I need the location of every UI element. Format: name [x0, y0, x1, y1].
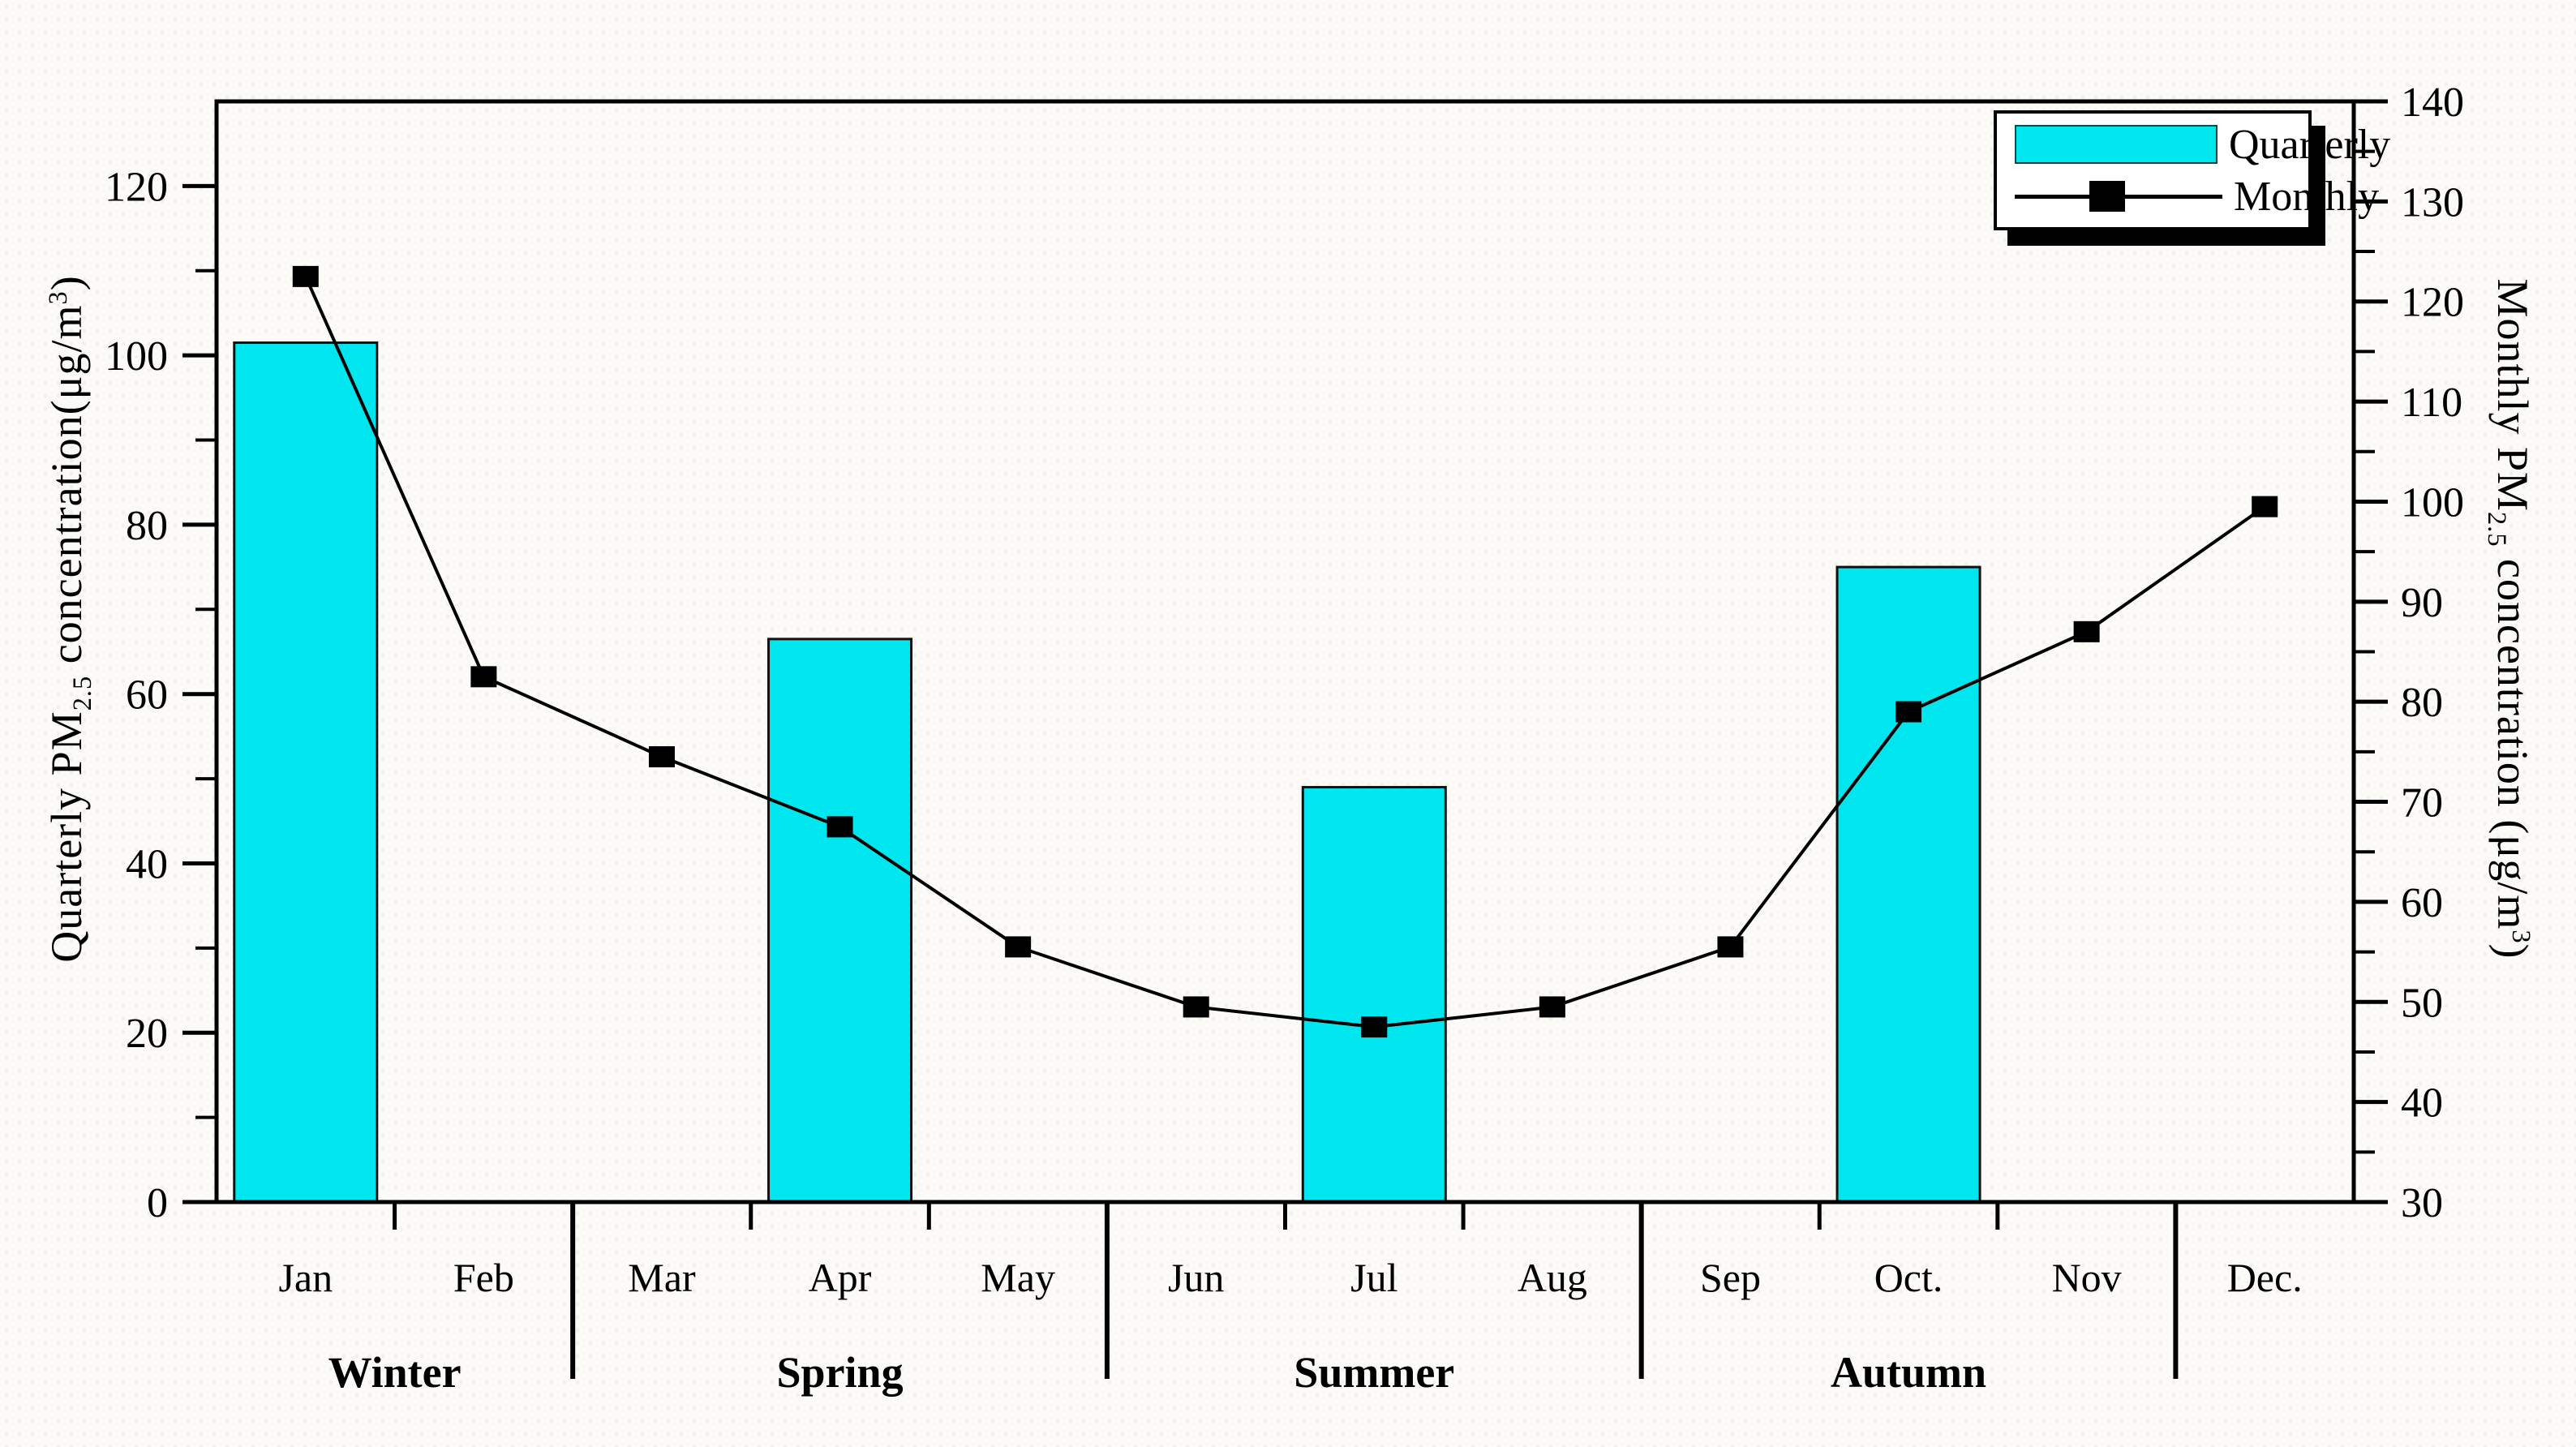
season-labels: Winter Spring Summer Autumn: [328, 1348, 1986, 1397]
left-axis-title-text2: concentration(μg/m: [41, 304, 91, 676]
right-tick-label-60: 60: [2401, 880, 2443, 926]
season-label-spring: Spring: [777, 1348, 904, 1397]
left-tick-label-0: 0: [147, 1180, 168, 1226]
monthly-marker-Jun: [1183, 996, 1209, 1018]
season-label-autumn: Autumn: [1831, 1348, 1986, 1397]
monthly-marker-Jul: [1361, 1016, 1388, 1038]
right-axis-ticks: 30 40 50 60 70 80 90 100 110 120 130 140: [2354, 79, 2464, 1226]
right-tick-label-120: 120: [2401, 280, 2464, 326]
legend-monthly-key: [2015, 181, 2222, 212]
month-labels: Jan Feb Mar Apr May Jun Jul Aug Sep Oct. Nov Dec.: [278, 1255, 2302, 1300]
month-label-Sep: Sep: [1700, 1255, 1761, 1300]
right-tick-label-40: 40: [2401, 1080, 2443, 1127]
right-tick-label-80: 80: [2401, 680, 2443, 726]
x-axis-dividers: [393, 1202, 2179, 1379]
month-label-Jul: Jul: [1350, 1255, 1397, 1300]
season-label-summer: Summer: [1294, 1348, 1454, 1397]
right-axis-title-text: Monthly PM: [2488, 278, 2538, 513]
quarterly-bar-summer: [1301, 786, 1447, 1204]
quarterly-bars: [233, 341, 1981, 1204]
right-tick-label-100: 100: [2401, 479, 2464, 526]
right-axis-title-subscript: 2.5: [2481, 512, 2511, 547]
right-axis-title: Monthly PM2.5 concentration (μg/m3): [2482, 67, 2553, 1170]
quarterly-bar-autumn: [1835, 565, 1981, 1204]
right-tick-label-70: 70: [2401, 780, 2443, 827]
left-axis-title-superscript: 3: [44, 290, 73, 305]
plot-frame: [214, 99, 2356, 1204]
month-label-Jun: Jun: [1168, 1255, 1224, 1300]
right-tick-label-130: 130: [2401, 179, 2464, 225]
legend-quarterly-key: [2015, 125, 2218, 164]
monthly-line: [303, 276, 2266, 1029]
month-label-Feb: Feb: [453, 1255, 514, 1300]
monthly-marker-Dec: [2252, 496, 2278, 517]
right-tick-label-110: 110: [2401, 380, 2462, 426]
left-tick-label-60: 60: [126, 672, 168, 719]
monthly-marker-Oct: [1896, 701, 1922, 723]
left-axis-title: Quarterly PM2.5 concentration(μg/m3): [26, 67, 97, 1170]
left-tick-label-80: 80: [126, 503, 168, 549]
month-label-May: May: [981, 1255, 1055, 1300]
line-marker-icon: [2015, 181, 2222, 212]
left-axis-title-subscript: 2.5: [68, 675, 98, 711]
month-label-Mar: Mar: [628, 1255, 696, 1300]
left-axis-title-text: Quarterly PM: [41, 711, 91, 963]
legend-box: Quarterly Monthly: [1994, 110, 2390, 230]
right-tick-label-90: 90: [2401, 580, 2443, 626]
legend-entry-quarterly: Quarterly: [2015, 118, 2390, 170]
monthly-marker-Sep: [1717, 936, 1744, 958]
monthly-marker-Feb: [470, 666, 497, 688]
month-label-Dec: Dec.: [2227, 1255, 2303, 1300]
legend-quarterly-label: Quarterly: [2229, 121, 2391, 168]
quarterly-bar-winter: [233, 341, 379, 1204]
left-tick-label-40: 40: [126, 841, 168, 887]
month-label-Jan: Jan: [278, 1255, 333, 1300]
right-axis-title-superscript: 3: [2506, 930, 2535, 944]
right-axis-title-text3: ): [2488, 943, 2538, 960]
legend-square-marker-icon: [2089, 181, 2125, 212]
left-axis-ticks: 0 20 40 60 80 100 120: [105, 164, 217, 1226]
right-tick-label-140: 140: [2401, 79, 2464, 126]
monthly-marker-Aug: [1539, 996, 1565, 1018]
left-tick-label-100: 100: [105, 333, 168, 380]
left-tick-label-20: 20: [126, 1011, 168, 1057]
monthly-markers: [292, 265, 2278, 1038]
legend-entry-monthly: Monthly: [2015, 170, 2379, 222]
legend-monthly-label: Monthly: [2234, 173, 2380, 220]
monthly-marker-Nov: [2073, 620, 2100, 642]
right-tick-label-50: 50: [2401, 980, 2443, 1026]
quarterly-bar-spring: [767, 638, 913, 1204]
monthly-marker-May: [1005, 936, 1032, 958]
right-axis-title-text2: concentration (μg/m: [2488, 547, 2538, 930]
month-label-Aug: Aug: [1518, 1255, 1587, 1300]
quarterly-bar-swatch-icon: [2015, 125, 2218, 164]
monthly-marker-Mar: [648, 746, 675, 768]
month-label-Oct: Oct.: [1874, 1255, 1943, 1300]
season-label-winter: Winter: [328, 1348, 462, 1397]
month-label-Apr: Apr: [809, 1255, 872, 1300]
right-tick-label-30: 30: [2401, 1180, 2443, 1226]
left-axis-title-text3: ): [41, 275, 91, 291]
monthly-marker-Apr: [826, 816, 853, 838]
month-label-Nov: Nov: [2052, 1255, 2122, 1300]
left-tick-label-120: 120: [105, 164, 168, 210]
monthly-marker-Jan: [292, 265, 319, 287]
